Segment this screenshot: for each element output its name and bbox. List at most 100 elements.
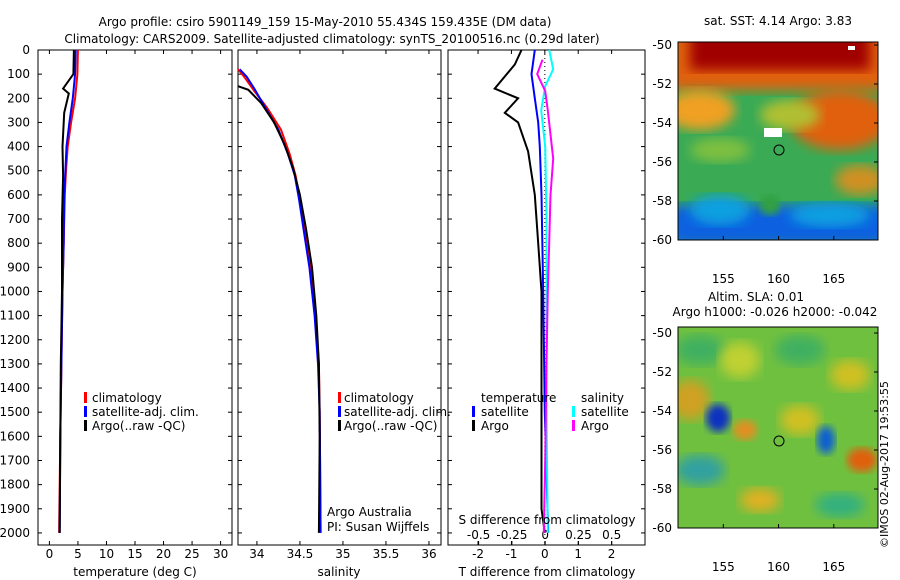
- x-salinity-tick-label: 34.5: [287, 547, 314, 561]
- y-tick-label: 2000: [0, 526, 30, 540]
- x-salinity-tick-label: 36: [421, 547, 436, 561]
- series-line-climatology: [237, 68, 322, 533]
- x-s-difference-tick-label: 0.5: [602, 528, 621, 542]
- lat-tick-label: -60: [652, 521, 672, 535]
- sst-map-axes: [677, 41, 879, 241]
- x-t-difference-tick-label: 1: [574, 547, 582, 561]
- lat-tick-label: -52: [652, 77, 672, 91]
- x-salinity-tick-label: 35: [335, 547, 350, 561]
- legend-swatch-argo: [84, 420, 87, 431]
- lat-tick-label: -50: [652, 326, 672, 340]
- y-tick-label: 1700: [0, 453, 30, 467]
- y-tick-label: 1200: [0, 333, 30, 347]
- lat-tick-label: -54: [652, 404, 672, 418]
- difference-panel-frame: [447, 49, 646, 546]
- lat-tick-label: -60: [652, 233, 672, 247]
- legend-swatch-t-satellite: [472, 406, 475, 417]
- x-label-s-difference: S difference from climatology: [459, 513, 636, 527]
- legend-s-satellite: satellite: [581, 405, 629, 419]
- x-salinity-tick-label: 34: [249, 547, 264, 561]
- series-line-t-argo: [493, 49, 546, 534]
- x-label-temperature: temperature (deg C): [73, 565, 196, 579]
- lat-tick-label: -50: [652, 38, 672, 52]
- annotation-argo-australia: Argo Australia: [327, 505, 412, 519]
- lon-tick-label: 160: [767, 560, 790, 574]
- y-tick-label: 700: [7, 212, 30, 226]
- sla-map-title-1: Altim. SLA: 0.01: [708, 290, 804, 304]
- x-temperature-tick-label: 20: [156, 547, 171, 561]
- x-salinity-tick-label: 35.5: [373, 547, 400, 561]
- y-tick-label: 800: [7, 236, 30, 250]
- legend-climatology: climatology: [344, 391, 414, 405]
- legend-climatology: climatology: [92, 391, 162, 405]
- legend-s-argo: Argo: [581, 419, 609, 433]
- sst-map-image: [678, 42, 878, 240]
- sla-map-title-2: Argo h1000: -0.026 h2000: -0.042: [673, 305, 878, 319]
- title-line-1: Argo profile: csiro 5901149_159 15-May-2…: [99, 15, 552, 29]
- x-s-difference-tick-label: -0.5: [467, 528, 490, 542]
- x-temperature-tick-label: 30: [213, 547, 228, 561]
- legend-swatch-climatology: [338, 392, 341, 403]
- y-tick-label: 500: [7, 164, 30, 178]
- axes-group: 0100200300400500600700800900100011001200…: [0, 43, 645, 561]
- y-tick-label: 1000: [0, 284, 30, 298]
- legend-t-argo: Argo: [481, 419, 509, 433]
- lon-tick-label: 165: [822, 560, 845, 574]
- argo-location-marker: [773, 144, 785, 156]
- y-tick-label: 1100: [0, 309, 30, 323]
- sla-map-image: [678, 327, 878, 528]
- salinity-legend: climatology satellite-adj. clim. Argo(..…: [327, 391, 451, 534]
- x-s-difference-tick-label: -0.25: [496, 528, 527, 542]
- x-temperature-tick-label: 25: [184, 547, 199, 561]
- difference-legend: temperature salinity satellite Argo sate…: [472, 391, 629, 433]
- legend-t-satellite: satellite: [481, 405, 529, 419]
- x-t-difference-tick-label: 2: [608, 547, 616, 561]
- legend-argo: Argo(..raw -QC): [92, 419, 185, 433]
- y-tick-label: 300: [7, 115, 30, 129]
- sla-map-axes: [677, 326, 879, 529]
- x-t-difference-tick-label: -1: [505, 547, 517, 561]
- lat-tick-label: -58: [652, 482, 672, 496]
- lon-tick-label: 155: [712, 272, 735, 286]
- sla-map-ticks: 155 160 165 -50 -52 -54 -56 -58 -60: [652, 326, 878, 574]
- lat-tick-label: -58: [652, 194, 672, 208]
- legend-swatch-satellite: [84, 406, 87, 417]
- imos-credit: ©IMOS 02-Aug-2017 19:53:55: [878, 381, 891, 548]
- x-temperature-tick-label: 15: [127, 547, 142, 561]
- lat-tick-label: -56: [652, 155, 672, 169]
- y-tick-label: 1300: [0, 357, 30, 371]
- legend-satellite: satellite-adj. clim.: [344, 405, 451, 419]
- y-tick-label: 1800: [0, 478, 30, 492]
- legend-swatch-satellite: [338, 406, 341, 417]
- y-tick-label: 1400: [0, 381, 30, 395]
- y-tick-label: 400: [7, 140, 30, 154]
- legend-swatch-argo: [338, 420, 341, 431]
- lon-tick-label: 160: [767, 272, 790, 286]
- y-tick-label: 200: [7, 91, 30, 105]
- salinity-panel-frame: [237, 49, 442, 546]
- title-line-2: Climatology: CARS2009. Satellite-adjuste…: [64, 32, 599, 46]
- legend-swatch-s-satellite: [572, 406, 575, 417]
- y-tick-label: 900: [7, 260, 30, 274]
- x-t-difference-tick-label: 0: [541, 547, 549, 561]
- legend-swatch-s-argo: [572, 420, 575, 431]
- legend-satellite: satellite-adj. clim.: [92, 405, 199, 419]
- series-line-t-satellite: [530, 49, 550, 533]
- lat-tick-label: -54: [652, 116, 672, 130]
- legend-argo: Argo(..raw -QC): [344, 419, 437, 433]
- temperature-legend: climatology satellite-adj. clim. Argo(..…: [84, 391, 199, 433]
- y-tick-label: 1500: [0, 405, 30, 419]
- lat-tick-label: -52: [652, 365, 672, 379]
- annotation-pi: PI: Susan Wijffels: [327, 520, 429, 534]
- series-line-s-argo: [536, 59, 555, 533]
- series-line-satellite-adj-clim-: [238, 68, 322, 533]
- series-line-argo-raw-qc-: [58, 49, 75, 533]
- sst-map-title: sat. SST: 4.14 Argo: 3.83: [704, 14, 852, 28]
- y-tick-label: 1900: [0, 502, 30, 516]
- temperature-panel-frame: [37, 49, 233, 546]
- x-temperature-tick-label: 0: [46, 547, 54, 561]
- series-line-argo-raw-qc-: [237, 85, 321, 533]
- profile-lines: [58, 49, 555, 534]
